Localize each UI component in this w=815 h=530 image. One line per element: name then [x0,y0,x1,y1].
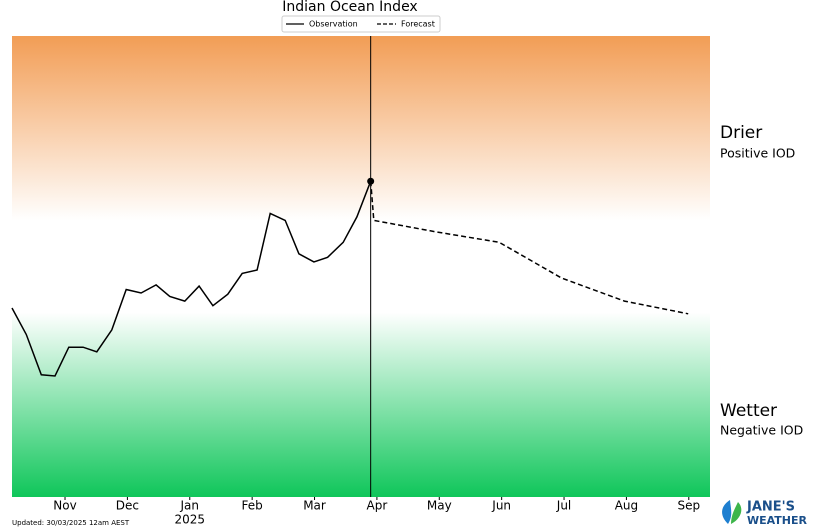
x-tick-label: Dec [116,499,139,513]
chart-title: Indian Ocean Index [282,0,417,15]
x-tick-label: Aug [615,499,638,513]
legend-label: Forecast [401,20,435,29]
logo-text: JANE'S [746,500,795,515]
footer: Updated: 30/03/2025 12am AEST [12,519,130,527]
x-tick-label: Apr [367,499,388,513]
latest-observation-dot [367,177,375,185]
neutral-zone [12,220,710,313]
line-observation [11,180,372,377]
year-label: 2025 [175,513,206,527]
logo-leaf [722,500,732,524]
zone-label: Drier [720,123,762,143]
legend-label: Observation [309,20,358,29]
logo-leaf [731,502,742,524]
x-tick-label: Jan [180,499,200,513]
zone-subtitle: Positive IOD [720,146,795,161]
wetter-zone [12,312,710,497]
x-tick-label: Nov [53,499,76,513]
line-forecast [369,181,689,315]
x-tick-label: Jun [491,499,511,513]
drier-zone [12,36,710,221]
x-tick-label: Sep [677,499,700,513]
x-tick-label: Feb [242,499,263,513]
x-tick-label: May [427,499,452,513]
logo-text: WEATHER [747,514,808,527]
x-tick-label: Mar [303,499,326,513]
x-tick-label: Jul [556,499,571,513]
legend-box [281,15,441,33]
zone-label: Wetter [720,401,777,421]
zone-subtitle: Negative IOD [720,423,803,438]
logo: JANE'S WEATHER [722,500,808,527]
